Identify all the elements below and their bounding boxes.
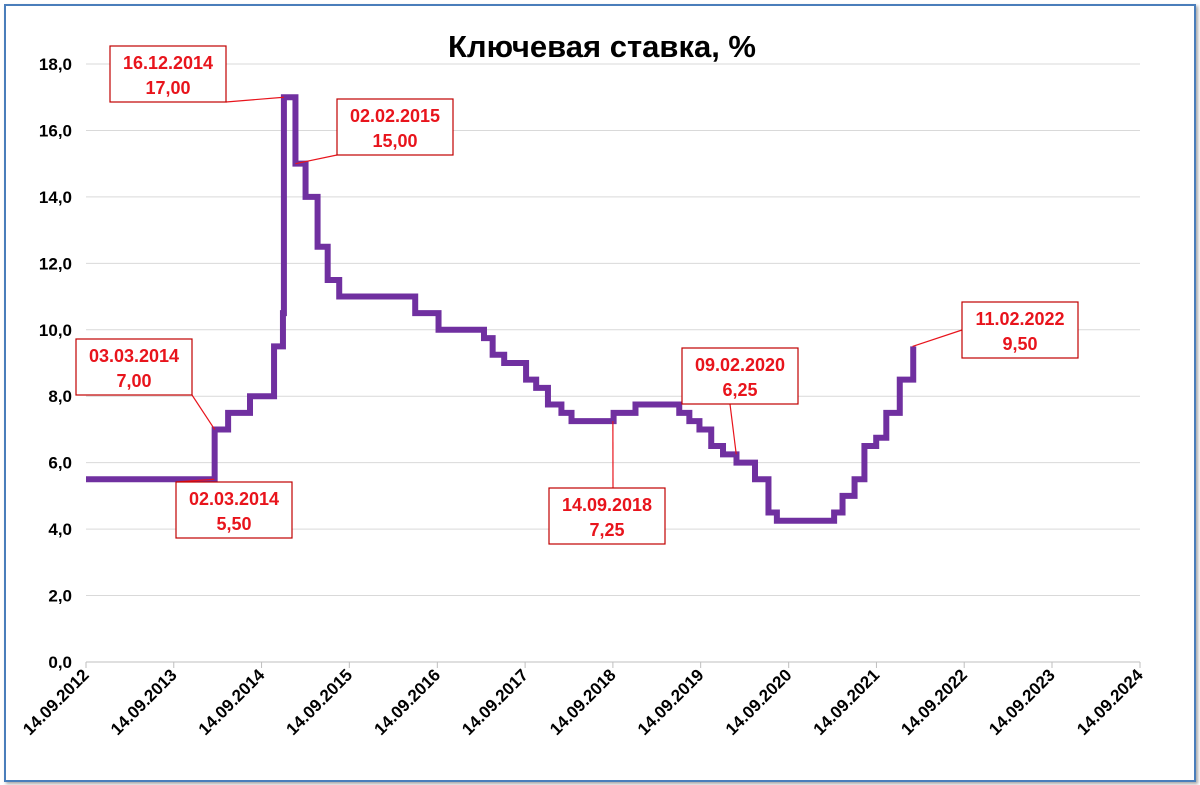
x-axis — [85, 661, 1141, 668]
annotation-date: 14.09.2018 — [562, 495, 652, 515]
annotation-leader — [912, 329, 963, 347]
x-tick-label: 14.09.2022 — [897, 665, 971, 739]
x-tick-label: 14.09.2018 — [546, 665, 620, 739]
y-tick-label: 4,0 — [48, 520, 72, 539]
annotation-date: 16.12.2014 — [123, 53, 213, 73]
y-tick-label: 0,0 — [48, 653, 72, 672]
annotation-box — [336, 98, 454, 156]
annotation-leader — [729, 403, 737, 455]
annotation-value: 15,00 — [372, 131, 417, 151]
x-tick-label: 14.09.2013 — [107, 665, 181, 739]
annotation-value: 17,00 — [145, 78, 190, 98]
annotation-value: 9,50 — [1002, 334, 1037, 354]
series-line — [86, 94, 917, 524]
y-tick-label: 10,0 — [39, 321, 72, 340]
annotation-date: 03.03.2014 — [89, 346, 179, 366]
annotation-leader — [295, 154, 338, 165]
y-tick-label: 8,0 — [48, 387, 72, 406]
annotation-leader — [191, 394, 216, 430]
x-tick-label: 14.09.2021 — [810, 665, 884, 739]
y-tick-label: 14,0 — [39, 188, 72, 207]
series-key-rate — [86, 94, 917, 524]
annotation-value: 7,00 — [116, 371, 151, 391]
annotation-value: 6,25 — [722, 380, 757, 400]
y-tick-label: 6,0 — [48, 454, 72, 473]
y-tick-label: 16,0 — [39, 121, 72, 140]
chart-frame: Ключевая ставка, % 0,0 2,0 4,0 6,0 8,0 10,0 12… — [4, 4, 1196, 782]
x-tick-label: 14.09.2014 — [195, 665, 269, 739]
x-axis-ticks: 14.09.2012 14.09.2013 14.09.2014 14.09.2015… — [19, 665, 1147, 739]
y-tick-label: 2,0 — [48, 587, 72, 606]
x-tick-label: 14.09.2023 — [985, 665, 1059, 739]
chart-title: Ключевая ставка, % — [448, 29, 756, 64]
x-tick-label: 14.09.2012 — [19, 665, 93, 739]
annotation-box — [75, 338, 193, 396]
annotation-box — [109, 45, 227, 103]
annotation-date: 02.02.2015 — [350, 106, 440, 126]
x-tick-label: 14.09.2015 — [283, 665, 357, 739]
annotation-date: 09.02.2020 — [695, 355, 785, 375]
annotation-box — [548, 487, 666, 545]
x-tick-label: 14.09.2024 — [1073, 665, 1147, 739]
annotation-leader — [225, 96, 284, 103]
annotation-date: 02.03.2014 — [189, 489, 279, 509]
annotation-value: 5,50 — [216, 514, 251, 534]
key-rate-chart: Ключевая ставка, % 0,0 2,0 4,0 6,0 8,0 10,0 12… — [19, 29, 1147, 739]
x-tick-label: 14.09.2019 — [634, 665, 708, 739]
annotation-box — [175, 481, 293, 539]
y-axis-ticks: 0,0 2,0 4,0 6,0 8,0 10,0 12,0 14,0 16,0 18,0 — [39, 55, 72, 672]
annotation-date: 11.02.2022 — [975, 309, 1064, 329]
annotation-value: 7,25 — [589, 520, 624, 540]
x-tick-label: 14.09.2017 — [458, 665, 532, 739]
x-tick-label: 14.09.2016 — [371, 665, 445, 739]
y-tick-label: 12,0 — [39, 254, 72, 273]
y-tick-label: 18,0 — [39, 55, 72, 74]
annotation-box — [961, 301, 1079, 359]
x-tick-label: 14.09.2020 — [722, 665, 796, 739]
annotation-box — [681, 347, 799, 405]
annotations: 16.12.2014 17,00 02.02.2015 15,00 03.03.2014… — [75, 45, 1079, 545]
